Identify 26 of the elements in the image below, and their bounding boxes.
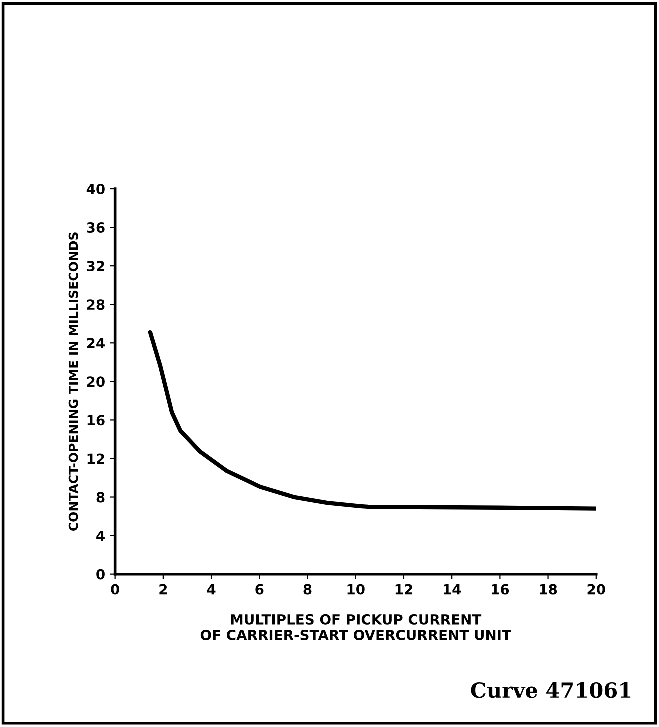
y-tick-label: 20 <box>87 376 105 388</box>
y-tick-label: 8 <box>96 492 105 503</box>
text: Curve 471061 <box>471 682 631 698</box>
x-tick-label: 18 <box>540 584 558 595</box>
line-series <box>148 330 596 511</box>
y-tick-label: 12 <box>88 454 104 464</box>
x-tick-label: 2 <box>160 584 168 595</box>
x-tick-label: 20 <box>588 584 606 595</box>
y-tick-label: 16 <box>88 415 105 426</box>
y-tick-label: 28 <box>87 300 105 310</box>
y-tick-label: 32 <box>87 261 104 272</box>
x-tick-label: 12 <box>396 584 412 595</box>
y-axis-title: CONTACT-OPENING TIME IN MILLISECONDS <box>68 232 78 531</box>
y-tick-label: 40 <box>86 184 105 194</box>
x-axis-title: MULTIPLES OF PICKUP CURRENT OF CARRIER-START OVERCURRENT UNIT <box>200 614 512 640</box>
x-tick-label: 16 <box>492 584 510 595</box>
y-tick-label: 36 <box>87 222 105 234</box>
y-tick-label: 4 <box>96 530 105 542</box>
x-tick-label: 14 <box>444 584 462 595</box>
x-tick-label: 8 <box>304 584 312 595</box>
x-tick-label: 4 <box>207 584 216 595</box>
x-tick-label: 6 <box>256 584 264 595</box>
y-tick-label: 0 <box>96 569 105 580</box>
y-tick-label: 24 <box>87 338 105 348</box>
x-tick-label: 0 <box>111 584 120 595</box>
x-tick-label: 10 <box>348 584 365 595</box>
